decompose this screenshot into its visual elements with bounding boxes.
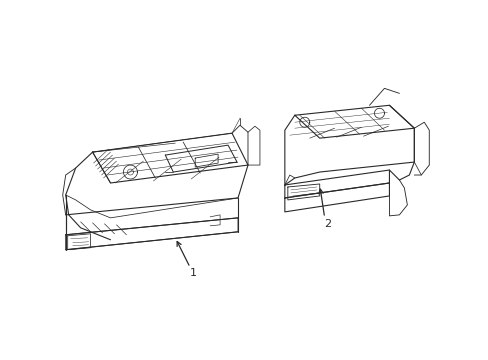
Text: 2: 2 xyxy=(324,219,330,229)
Text: 1: 1 xyxy=(189,267,196,278)
